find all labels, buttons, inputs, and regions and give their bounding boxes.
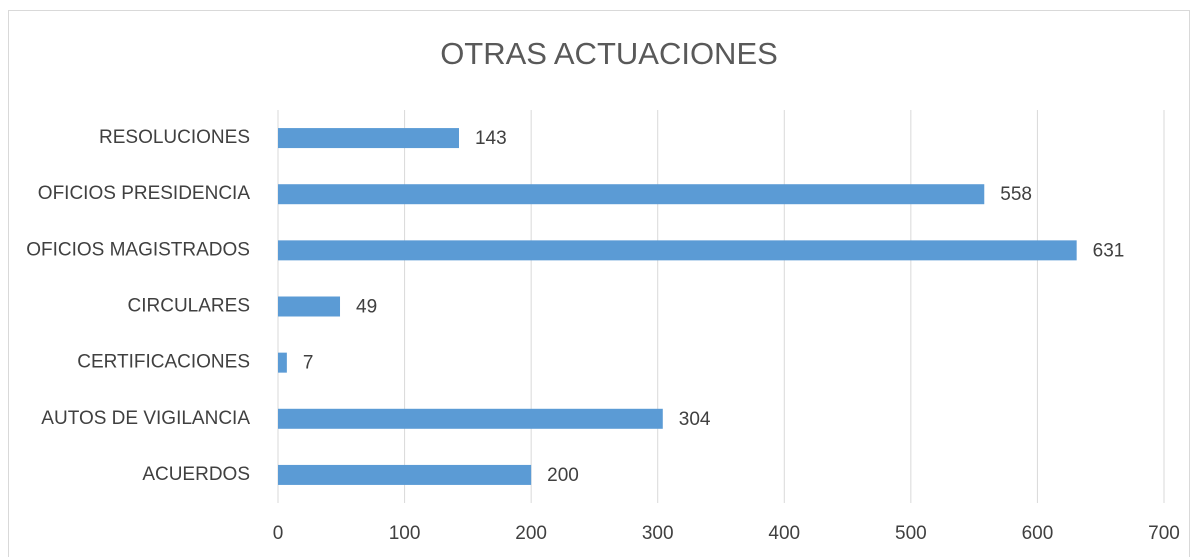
chart-border: [8, 10, 1190, 557]
x-tick-label: 300: [642, 523, 674, 544]
data-label: 143: [475, 128, 507, 149]
data-label: 49: [356, 297, 377, 318]
bar: [278, 240, 1077, 261]
y-tick-label: RESOLUCIONES: [99, 127, 250, 148]
y-tick-label: CERTIFICACIONES: [77, 352, 250, 373]
x-tick-label: 0: [273, 523, 284, 544]
x-tick-label: 700: [1148, 523, 1180, 544]
data-label: 558: [1000, 184, 1032, 205]
x-tick-label: 200: [515, 523, 547, 544]
y-tick-label: OFICIOS MAGISTRADOS: [26, 239, 250, 260]
y-tick-label: AUTOS DE VIGILANCIA: [41, 408, 250, 429]
x-tick-label: 500: [895, 523, 927, 544]
bar: [278, 128, 459, 149]
data-label: 7: [303, 353, 314, 374]
bar: [278, 184, 985, 205]
y-tick-label: OFICIOS PRESIDENCIA: [38, 183, 251, 204]
y-tick-label: ACUERDOS: [142, 464, 250, 485]
data-label: 304: [679, 409, 711, 430]
x-tick-label: 400: [768, 523, 800, 544]
chart-title: OTRAS ACTUACIONES: [440, 36, 778, 71]
bar: [278, 464, 532, 485]
bar: [278, 352, 287, 373]
x-tick-label: 600: [1022, 523, 1054, 544]
bar: [278, 296, 341, 317]
data-label: 631: [1093, 240, 1125, 261]
x-tick-label: 100: [389, 523, 421, 544]
data-label: 200: [547, 465, 579, 486]
bar: [278, 408, 663, 429]
y-tick-label: CIRCULARES: [128, 296, 250, 317]
